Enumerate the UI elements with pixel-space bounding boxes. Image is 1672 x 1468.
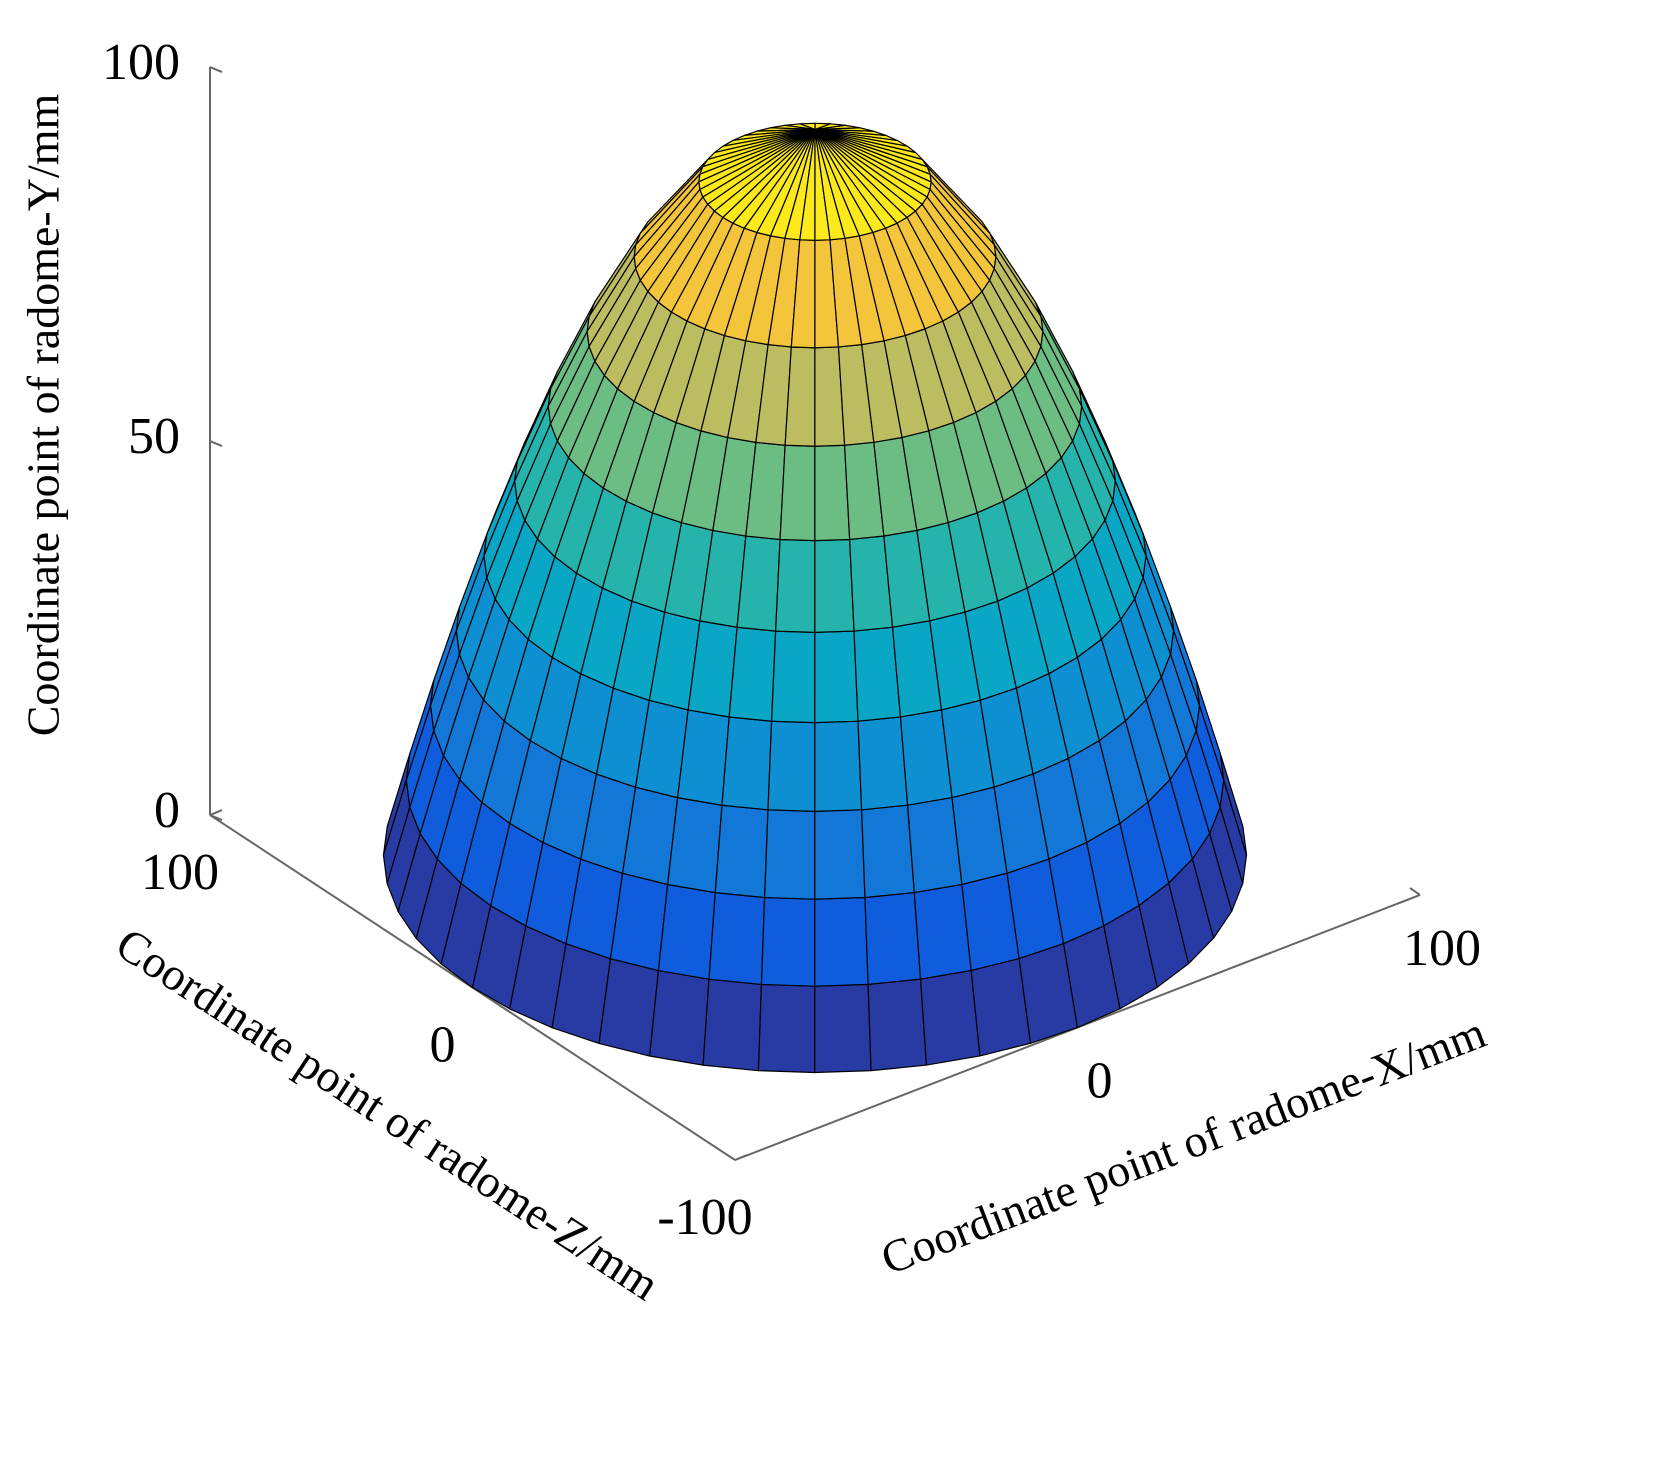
y-tick xyxy=(209,814,223,821)
surface-facet xyxy=(714,804,769,899)
z-tick xyxy=(209,809,223,816)
surface-facet xyxy=(760,896,816,987)
z-tick-label: 0 xyxy=(430,1016,456,1073)
y-tick-label: 100 xyxy=(102,34,180,91)
surface-facet xyxy=(708,892,766,986)
surface-facet xyxy=(919,969,981,1066)
z-tick-label: 100 xyxy=(141,844,219,901)
y-tick-label: 50 xyxy=(128,408,180,465)
y-tick xyxy=(209,66,223,73)
surface-facet xyxy=(814,720,863,812)
surface-facet xyxy=(814,444,851,542)
surface-facet xyxy=(814,538,855,633)
surface-facet xyxy=(598,958,660,1057)
y-tick xyxy=(209,440,223,447)
surface-facet xyxy=(779,444,816,542)
surface-facet xyxy=(767,720,816,812)
surface-facet xyxy=(657,883,716,980)
surface-facet xyxy=(814,630,859,724)
z-tick xyxy=(734,1154,748,1161)
x-tick xyxy=(1409,887,1421,896)
surface-facet xyxy=(721,716,773,811)
z-tick-label: -100 xyxy=(657,1189,752,1246)
surface-facet xyxy=(867,978,928,1072)
surface-facet xyxy=(814,896,869,987)
surface-facet xyxy=(763,809,816,900)
x-tick-label: 0 xyxy=(1087,1052,1113,1109)
surface-facet xyxy=(857,716,909,811)
surface-facet xyxy=(775,538,816,633)
surface-facet xyxy=(728,626,777,722)
surface-facet xyxy=(702,978,763,1072)
surface-facet xyxy=(861,804,915,899)
surface-facet xyxy=(814,128,917,154)
surface-facet xyxy=(757,983,816,1074)
y-axis-title: Coordinate point of radome-Y/mm xyxy=(18,93,69,736)
surface-facet xyxy=(913,883,972,980)
surface-facet xyxy=(814,983,872,1074)
surface-facet xyxy=(771,630,816,724)
y-tick-label: 0 xyxy=(154,782,180,839)
surface-facet xyxy=(667,797,723,894)
surface-facet xyxy=(864,891,922,986)
surface-facet xyxy=(814,809,866,900)
x-tick-label: 100 xyxy=(1403,920,1481,977)
surface-facet xyxy=(649,969,710,1066)
